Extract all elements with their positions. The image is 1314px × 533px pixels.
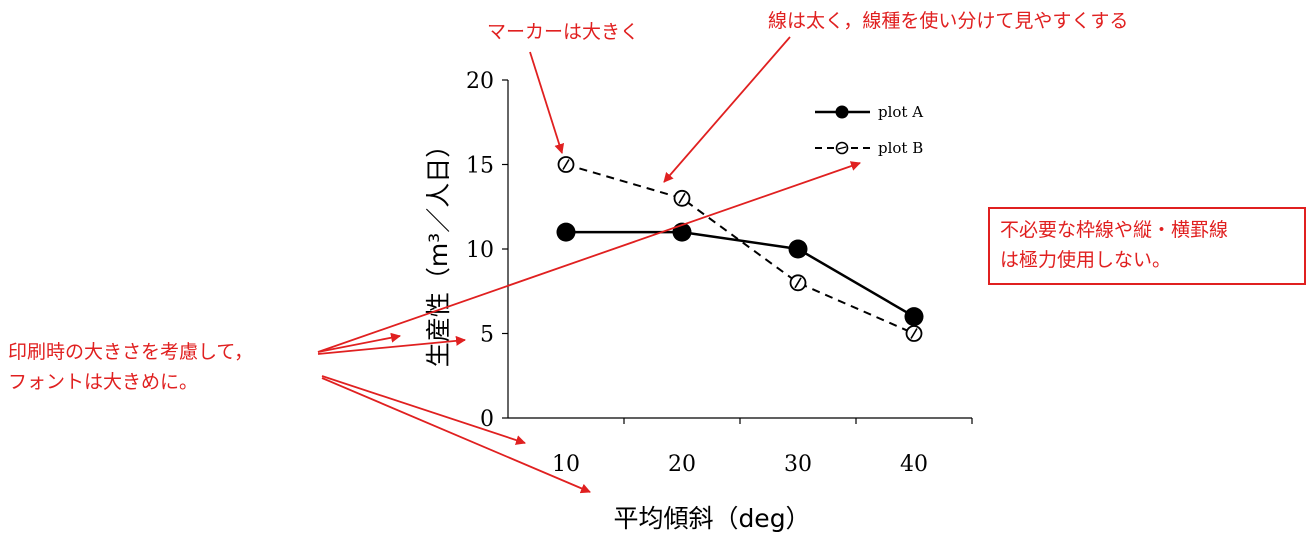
data-point-slash-plot-b xyxy=(794,277,802,289)
annotation-gridlines-note: 不必要な枠線や縦・横罫線 は極力使用しない。 xyxy=(988,207,1306,285)
legend-label-plot-b: plot B xyxy=(878,139,923,157)
annotation-font-note-line1: 印刷時の大きさを考慮して， xyxy=(8,341,253,363)
legend-marker-plot-b-slash xyxy=(837,146,847,150)
legend: plot A plot B xyxy=(815,103,923,157)
arrow-to-y-axis-title xyxy=(317,332,401,353)
legend-marker-plot-a xyxy=(835,105,849,119)
data-point-plot-a xyxy=(556,222,576,242)
y-tick-label: 5 xyxy=(480,323,494,348)
y-axis-title: 生産性（m³／人日） xyxy=(424,133,453,367)
legend-label-plot-a: plot A xyxy=(878,103,923,121)
annotation-font-note-line2: フォントは大きめに。 xyxy=(8,371,198,393)
annotation-gridlines-note-line1: 不必要な枠線や縦・横罫線 xyxy=(1000,219,1229,241)
arrow-to-x-axis-title xyxy=(321,377,591,494)
y-tick-label: 15 xyxy=(466,154,494,179)
y-tick-label: 10 xyxy=(466,238,494,263)
axes xyxy=(507,80,972,419)
arrow-to-y-tick-label xyxy=(317,335,466,355)
x-tick-label: 20 xyxy=(668,452,696,477)
annotation-markers-note: マーカーは大きく xyxy=(487,21,639,43)
series-line-plot-a xyxy=(566,230,915,318)
arrow-to-line xyxy=(663,36,791,183)
y-tick-label: 20 xyxy=(466,69,494,94)
y-tick-label: 0 xyxy=(480,407,494,432)
data-point-slash-plot-b xyxy=(910,328,918,339)
x-tick-label: 10 xyxy=(552,452,580,477)
data-point-plot-a xyxy=(788,239,808,259)
annotations: マーカーは大きく 線は太く，線種を使い分けて見やすくする 印刷時の大きさを考慮し… xyxy=(8,10,1128,494)
data-point-plot-a xyxy=(904,307,924,327)
arrow-to-x-tick-label xyxy=(321,375,526,445)
annotation-lines-note: 線は太く，線種を使い分けて見やすくする xyxy=(768,10,1128,32)
data-point-slash-plot-b xyxy=(678,192,686,204)
data-point-slash-plot-b xyxy=(562,159,570,170)
arrow-to-gridline-area xyxy=(317,161,861,353)
x-tick-label: 30 xyxy=(784,452,812,477)
annotation-gridlines-note-line2: は極力使用しない。 xyxy=(1000,249,1172,271)
series-line-plot-b xyxy=(565,163,915,335)
x-tick-label: 40 xyxy=(900,452,928,477)
x-axis-title: 平均傾斜（deg） xyxy=(613,504,810,533)
arrow-to-marker xyxy=(529,51,565,154)
